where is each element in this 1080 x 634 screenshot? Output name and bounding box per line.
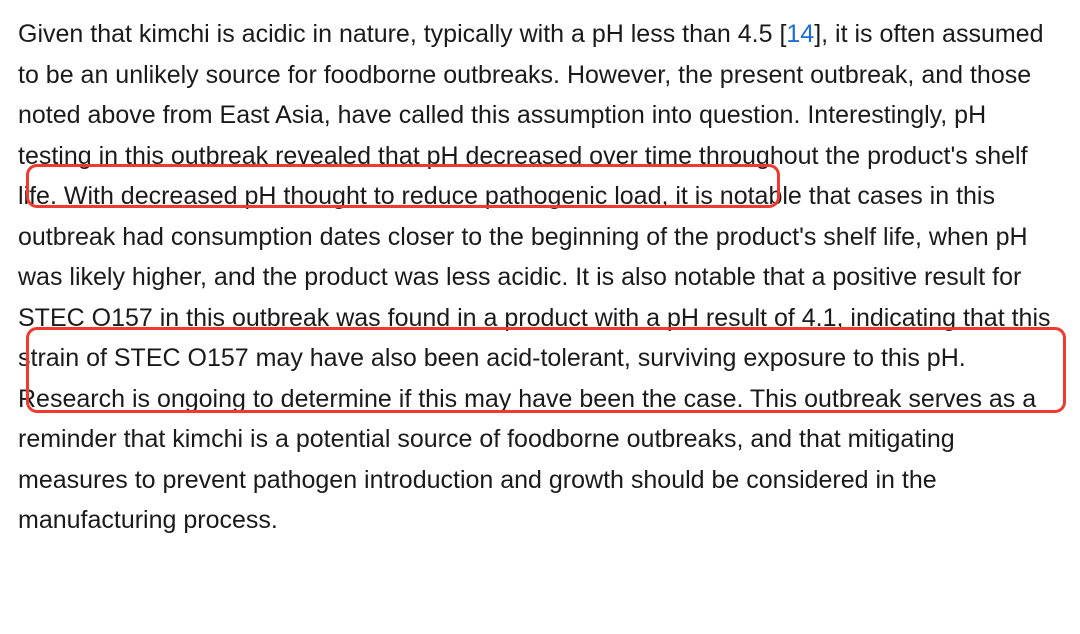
citation-link-14[interactable]: 14 [786, 20, 814, 48]
article-paragraph: Given that kimchi is acidic in nature, t… [18, 14, 1062, 541]
paragraph-text-after-cite: ], it is often assumed to be an unlikely… [18, 20, 1051, 534]
paragraph-text-before-cite: Given that kimchi is acidic in nature, t… [18, 20, 786, 48]
